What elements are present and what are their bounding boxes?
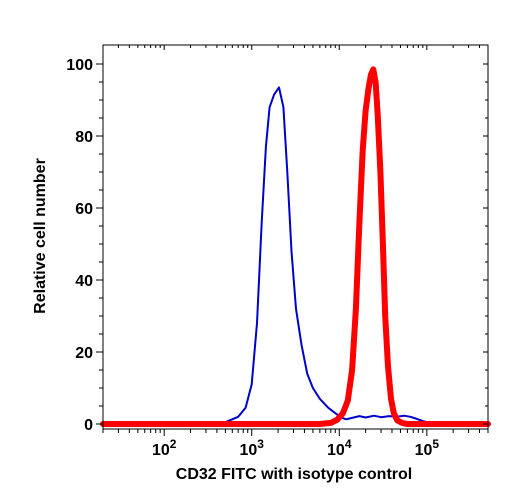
plot-layer — [100, 66, 491, 427]
x-tick-base: 10 — [239, 442, 257, 459]
x-tick-exponent: 3 — [257, 437, 264, 451]
y-tick-label: 80 — [75, 129, 93, 146]
y-tick-label: 40 — [75, 273, 93, 290]
x-tick-label: 102 — [152, 437, 177, 459]
x-tick-exponent: 4 — [345, 437, 352, 451]
x-tick-base: 10 — [415, 442, 433, 459]
plot-frame — [102, 44, 489, 430]
y-tick-label: 20 — [75, 345, 93, 362]
x-tick-exponent: 5 — [432, 437, 439, 451]
y-tick-label: 60 — [75, 201, 93, 218]
x-tick-label: 103 — [239, 437, 264, 459]
y-tick-label: 100 — [66, 57, 93, 74]
series-line-2 — [100, 66, 491, 427]
y-tick-label: 0 — [84, 417, 93, 434]
x-tick-base: 10 — [152, 442, 170, 459]
x-tick-label: 104 — [327, 437, 352, 459]
x-tick-exponent: 2 — [170, 437, 177, 451]
series-line-1 — [102, 86, 489, 425]
x-axis-label: CD32 FITC with isotype control — [176, 466, 412, 483]
x-tick-label: 105 — [415, 437, 440, 459]
y-axis-label: Relative cell number — [32, 158, 49, 314]
x-tick-base: 10 — [327, 442, 345, 459]
